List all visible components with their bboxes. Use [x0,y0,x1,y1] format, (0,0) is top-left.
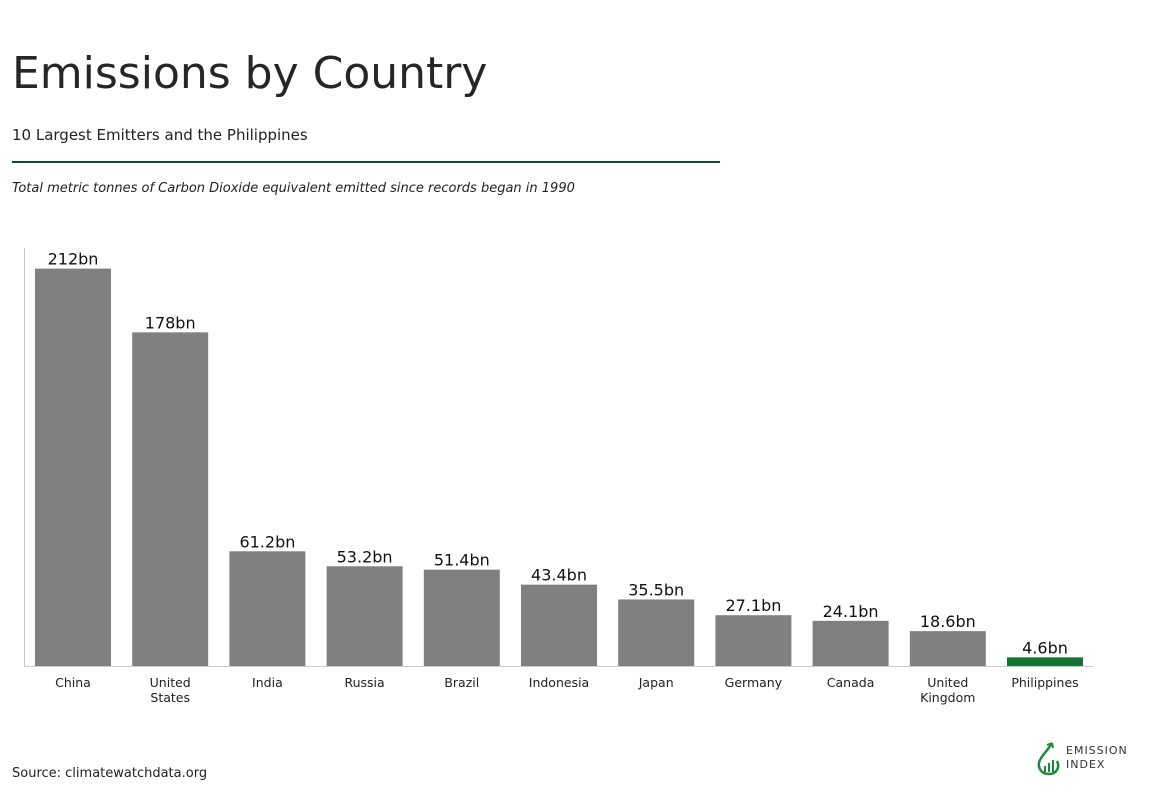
x-tick-label: Indonesia [529,675,589,690]
data-label: 178bn [145,313,196,332]
data-label: 24.1bn [823,602,879,621]
x-tick-label: United [927,675,968,690]
title-divider [12,161,720,163]
x-tick-label: Russia [344,675,384,690]
x-tick-label: China [55,675,91,690]
chart-note: Total metric tonnes of Carbon Dioxide eq… [12,181,575,196]
x-tick-label: States [150,690,190,705]
data-label: 212bn [48,250,99,269]
x-tick-label: Kingdom [920,690,975,705]
x-tick-label: Canada [827,675,875,690]
leaf-chart-icon [1037,742,1060,776]
data-label: 4.6bn [1022,638,1068,657]
logo-line2: INDEX [1066,758,1106,771]
logo-line1: EMISSION [1066,744,1128,757]
data-label: 43.4bn [531,566,587,585]
x-tick-label: Brazil [444,675,479,690]
data-label: 53.2bn [337,547,393,566]
x-tick-label: United [150,675,191,690]
bar-united-kingdom [909,631,986,666]
x-tick-label: Japan [638,675,674,690]
data-label: 35.5bn [628,580,684,599]
x-tick-label: Germany [725,675,783,690]
bar-india [229,551,306,666]
bar-canada [812,620,889,666]
bar-japan [618,599,695,666]
data-label: 27.1bn [725,596,781,615]
bar-united-states [132,332,209,666]
bar-brazil [423,569,500,666]
data-label: 18.6bn [920,612,976,631]
page-subtitle: 10 Largest Emitters and the Philippines [12,126,308,144]
bar-germany [715,615,792,666]
data-label: 51.4bn [434,551,490,570]
emission-index-logo: EMISSION INDEX [1036,740,1128,776]
bar-china [35,268,111,666]
bar-russia [326,566,403,666]
source-note: Source: climatewatchdata.org [12,766,208,781]
bar-indonesia [521,584,597,666]
bar-philippines [1007,657,1083,666]
x-tick-label: India [252,675,283,690]
x-tick-label: Philippines [1011,675,1078,690]
page-title: Emissions by Country [12,48,488,99]
data-label: 61.2bn [239,532,295,551]
